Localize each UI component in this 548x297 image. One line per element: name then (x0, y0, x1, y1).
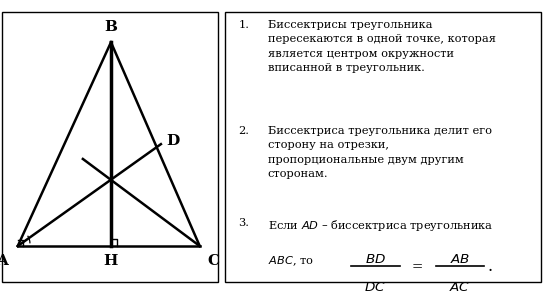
Text: B: B (105, 20, 117, 34)
Text: 3.: 3. (238, 218, 249, 228)
Text: A: A (0, 255, 8, 268)
Text: $\mathit{AB}$: $\mathit{AB}$ (450, 253, 470, 266)
Text: Биссектрисы треугольника
пересекаются в одной точке, которая
является центром ок: Биссектрисы треугольника пересекаются в … (267, 20, 495, 73)
Text: .: . (488, 257, 493, 275)
Text: $\mathit{DC}$: $\mathit{DC}$ (364, 281, 386, 294)
Text: H: H (104, 255, 118, 268)
Text: $\mathit{ABC}$, то: $\mathit{ABC}$, то (267, 255, 313, 268)
Text: $\mathit{AC}$: $\mathit{AC}$ (449, 281, 471, 294)
Text: 2.: 2. (238, 126, 249, 136)
Text: 1.: 1. (238, 20, 249, 30)
Text: $\mathit{BD}$: $\mathit{BD}$ (364, 253, 386, 266)
Text: Биссектриса треугольника делит его
сторону на отрезки,
пропорциональные двум дру: Биссектриса треугольника делит его сторо… (267, 126, 492, 179)
Text: C: C (207, 255, 219, 268)
Text: Если $\mathit{AD}$ – биссектриса треугольника: Если $\mathit{AD}$ – биссектриса треугол… (267, 218, 493, 233)
Text: =: = (412, 260, 423, 273)
Text: D: D (167, 134, 180, 148)
